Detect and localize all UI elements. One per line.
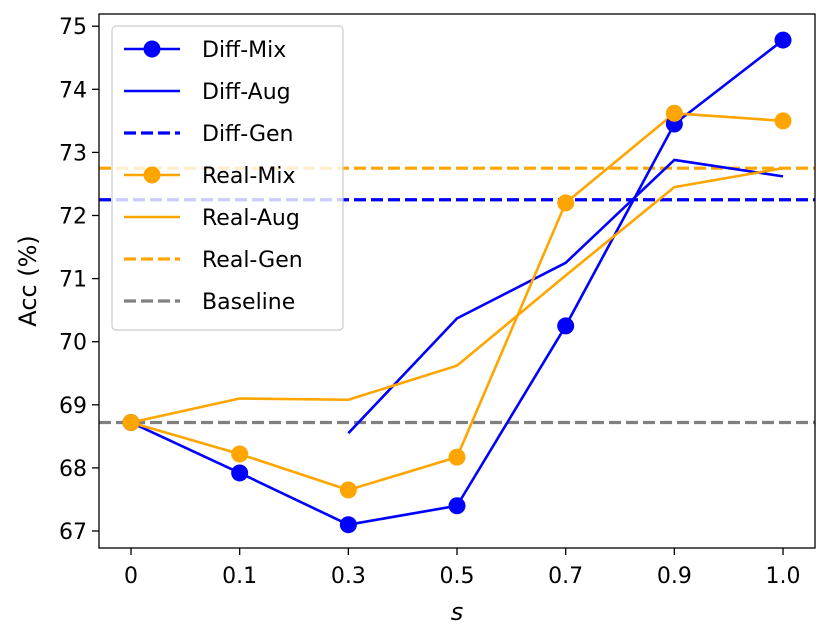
real-aug-line	[130, 166, 784, 424]
legend-marker-real-mix	[143, 166, 161, 184]
legend-label-diff-gen: Diff-Gen	[202, 122, 293, 147]
legend-label-diff-aug: Diff-Aug	[202, 80, 291, 105]
diff-mix-point	[339, 516, 357, 534]
x-axis-ticks: 0 0.1 0.3 0.5 0.7 0.9 1.0	[124, 548, 801, 589]
real-mix-point	[665, 104, 683, 122]
real-mix-point	[231, 445, 249, 463]
diff-mix-point	[774, 31, 792, 49]
x-tick-label: 0	[124, 564, 138, 589]
y-tick-label: 69	[59, 394, 87, 419]
legend: Diff-Mix Diff-Aug Diff-Gen Real-Mix Real-Aug…	[111, 25, 344, 331]
legend-marker-diff-mix	[143, 40, 161, 58]
legend-label-diff-mix: Diff-Mix	[202, 38, 286, 63]
y-tick-label: 72	[59, 205, 87, 230]
series-markers	[122, 31, 792, 534]
real-mix-point	[339, 481, 357, 499]
real-mix-point	[448, 448, 466, 466]
real-mix-point	[774, 112, 792, 130]
legend-label-real-mix: Real-Mix	[202, 164, 295, 189]
y-tick-label: 70	[59, 331, 87, 356]
diff-mix-point	[231, 464, 249, 482]
y-tick-label: 71	[59, 268, 87, 293]
diff-aug-line	[347, 158, 784, 435]
x-tick-label: 0.3	[331, 564, 366, 589]
x-tick-label: 0.7	[548, 564, 583, 589]
legend-box	[111, 25, 344, 331]
y-tick-label: 74	[59, 78, 87, 103]
real-mix-point	[122, 413, 140, 431]
y-axis-ticks: 67 68 69 70 71 72 73 74 75	[59, 15, 99, 545]
y-axis-title: Acc (%)	[14, 235, 42, 327]
x-axis-title: s	[451, 598, 464, 626]
y-tick-label: 75	[59, 15, 87, 40]
real-mix-point	[557, 194, 575, 212]
y-tick-label: 68	[59, 457, 87, 482]
legend-label-real-gen: Real-Gen	[202, 248, 303, 273]
x-tick-label: 0.9	[657, 564, 692, 589]
x-tick-label: 0.1	[222, 564, 257, 589]
diff-mix-point	[557, 317, 575, 335]
y-tick-label: 67	[59, 520, 87, 545]
diff-mix-point	[448, 497, 466, 515]
x-tick-label: 1.0	[766, 564, 801, 589]
x-tick-label: 0.5	[440, 564, 475, 589]
y-tick-label: 73	[59, 141, 87, 166]
legend-label-baseline: Baseline	[202, 290, 295, 315]
legend-label-real-aug: Real-Aug	[202, 206, 300, 231]
